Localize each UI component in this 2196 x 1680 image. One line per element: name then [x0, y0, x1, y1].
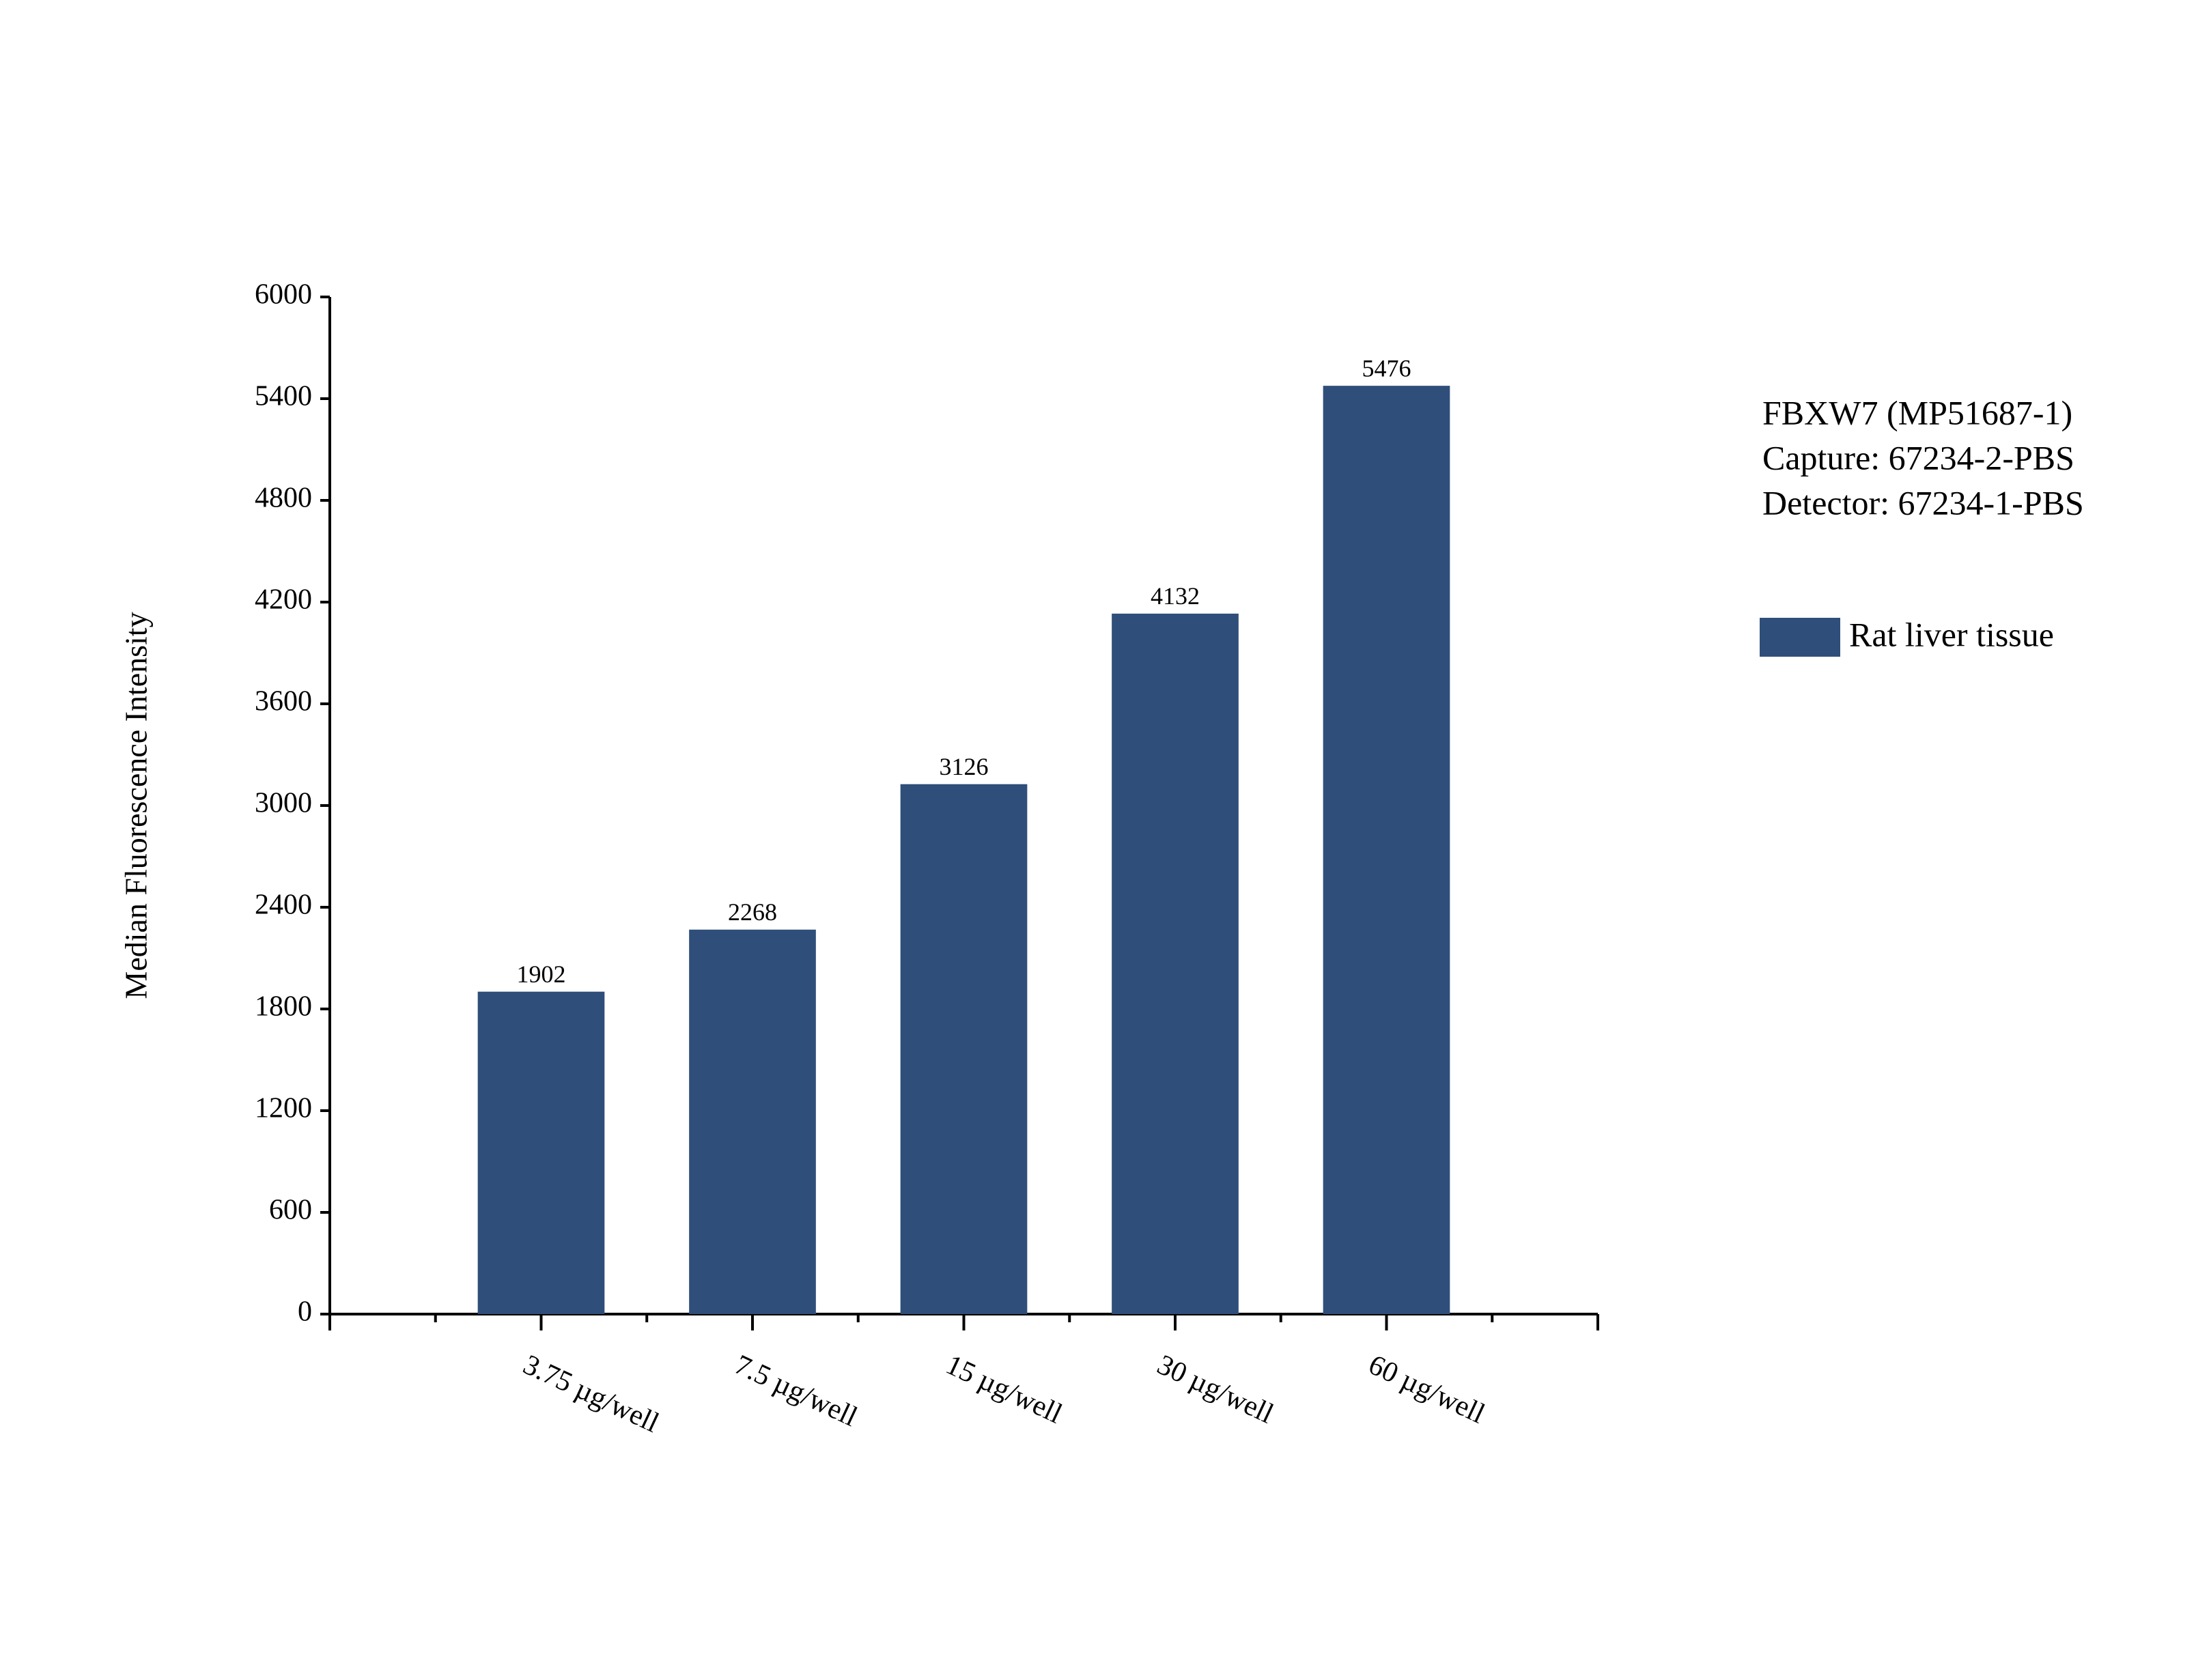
legend-swatch	[1760, 618, 1840, 657]
annotation: Detector: 67234-1-PBS	[1762, 483, 2084, 522]
bar	[1112, 613, 1239, 1314]
value-label: 4132	[1151, 582, 1200, 610]
value-label: 1902	[517, 960, 566, 988]
y-tick-label: 1200	[255, 1093, 312, 1124]
value-label: 2268	[728, 898, 777, 926]
annotation: FBXW7 (MP51687-1)	[1762, 393, 2072, 431]
y-tick-label: 4800	[255, 483, 312, 514]
bar	[1323, 386, 1450, 1314]
x-tick-label: 30 µg/well	[1153, 1349, 1278, 1429]
y-tick-label: 4200	[255, 584, 312, 616]
x-tick-label: 7.5 µg/well	[730, 1349, 862, 1433]
value-label: 3126	[940, 753, 989, 780]
bar	[689, 929, 816, 1314]
legend-label: Rat liver tissue	[1849, 615, 2054, 653]
y-tick-label: 1800	[255, 991, 312, 1023]
y-tick-label: 5400	[255, 381, 312, 412]
y-tick-label: 3600	[255, 686, 312, 717]
annotation: Capture: 67234-2-PBS	[1762, 438, 2074, 476]
y-tick-label: 0	[298, 1296, 312, 1328]
y-tick-label: 2400	[255, 889, 312, 921]
y-tick-label: 600	[269, 1195, 312, 1226]
x-tick-label: 60 µg/well	[1364, 1349, 1489, 1429]
x-tick-label: 3.75 µg/well	[518, 1349, 664, 1439]
y-tick-label: 6000	[255, 279, 312, 311]
bar	[900, 784, 1028, 1314]
value-label: 5476	[1362, 354, 1411, 382]
x-tick-label: 15 µg/well	[941, 1349, 1067, 1429]
y-axis-title: Median Fluorescence Intensity	[119, 612, 154, 999]
bar	[477, 991, 605, 1314]
y-tick-label: 3000	[255, 788, 312, 819]
